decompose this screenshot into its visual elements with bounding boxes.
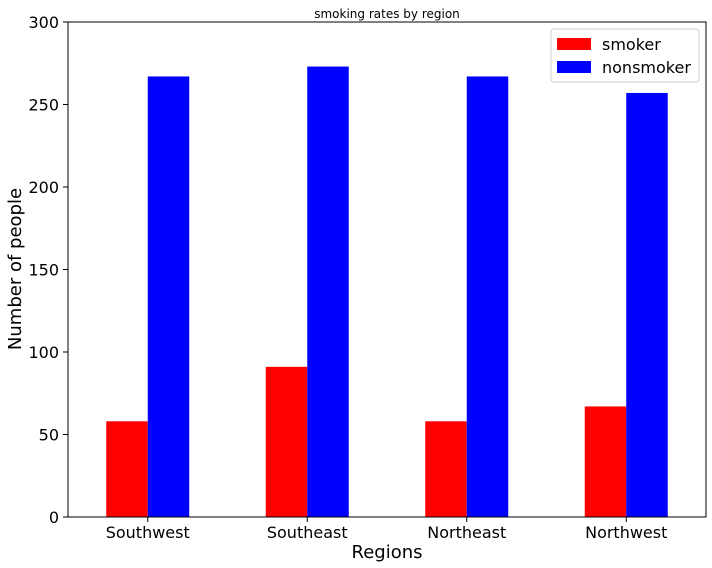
bar-nonsmoker-southeast	[307, 66, 349, 518]
y-tick-label: 0	[49, 508, 59, 527]
legend-swatch-smoker	[557, 38, 591, 50]
bars-group	[106, 66, 668, 518]
bar-smoker-northwest	[584, 406, 627, 517]
x-tick-label: Northwest	[585, 523, 667, 542]
legend-label-nonsmoker: nonsmoker	[602, 58, 691, 77]
y-tick-label: 50	[39, 426, 59, 445]
x-tick-label: Southwest	[106, 523, 190, 542]
bar-smoker-southeast	[265, 366, 308, 517]
plot-frame	[67, 21, 707, 518]
x-tick-label: Northeast	[427, 523, 506, 542]
bar-smoker-northeast	[425, 421, 467, 517]
y-tick-label: 200	[28, 178, 59, 197]
y-tick-label: 100	[28, 343, 59, 362]
bar-nonsmoker-southwest	[147, 76, 190, 517]
y-tick-label: 300	[28, 13, 59, 32]
y-tick-label: 150	[28, 261, 59, 280]
x-tick-label: Southeast	[267, 523, 348, 542]
y-axis-ticks: 0 50 100 150 200 250 300	[28, 13, 68, 527]
x-axis-label: Regions	[352, 542, 423, 563]
bar-smoker-southwest	[106, 421, 148, 517]
y-axis-label: Number of people	[5, 188, 26, 350]
legend-label-smoker: smoker	[602, 35, 661, 54]
x-axis-ticks: Southwest Southeast Northeast Northwest	[106, 517, 667, 542]
bar-nonsmoker-northeast	[466, 76, 509, 517]
y-tick-label: 250	[28, 96, 59, 115]
legend-swatch-nonsmoker	[557, 61, 591, 73]
chart-title: smoking rates by region	[314, 7, 460, 21]
bar-nonsmoker-northwest	[626, 92, 668, 517]
legend: smoker nonsmoker	[550, 28, 700, 83]
